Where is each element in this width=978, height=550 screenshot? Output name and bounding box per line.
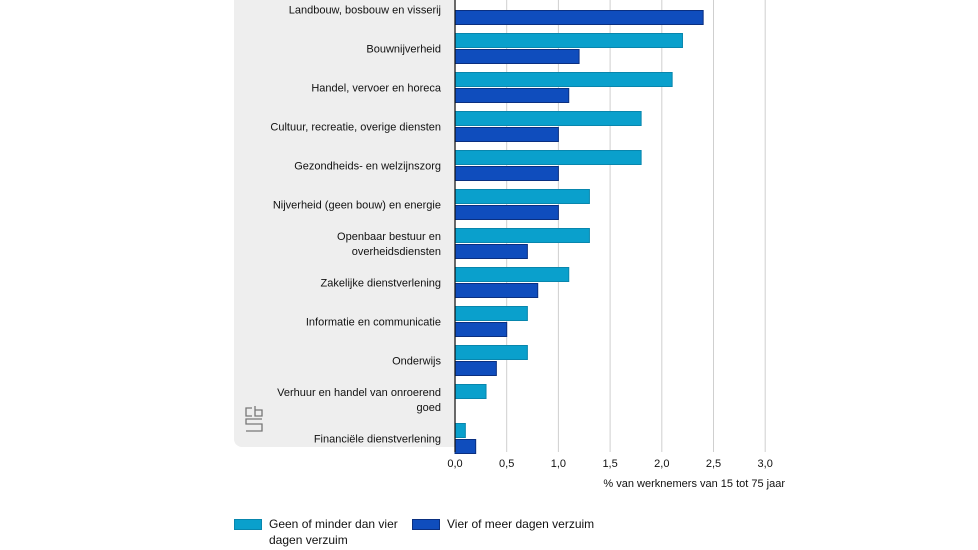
legend-item-light: Geen of minder dan vier dagen verzuim	[234, 516, 398, 548]
bar-light	[454, 423, 466, 438]
category-label: Handel, vervoer en horeca	[311, 83, 442, 95]
category-label: Informatie en communicatie	[306, 317, 441, 329]
legend-swatch-dark	[412, 519, 440, 530]
category-label: Nijverheid (geen bouw) en energie	[273, 200, 441, 212]
category-label: Verhuur en handel van onroerend goed	[277, 387, 441, 414]
bar-light	[454, 267, 570, 282]
x-tick-label: 1,5	[602, 458, 617, 470]
bar-dark	[454, 361, 497, 376]
cbs-logo-icon	[245, 406, 263, 432]
bar-dark	[454, 166, 559, 181]
legend-label-dark: Vier of meer dagen verzuim	[447, 517, 595, 531]
bar-dark	[454, 127, 559, 142]
category-label: Zakelijke dienstverlening	[321, 278, 441, 290]
bar-light	[454, 72, 673, 87]
bar-dark	[454, 439, 477, 454]
category-label: Gezondheids- en welzijnszorg	[294, 161, 441, 173]
bar-dark	[454, 244, 528, 259]
category-label: Onderwijs	[392, 356, 441, 368]
bar-dark	[454, 283, 539, 298]
category-label: Bouwnijverheid	[366, 44, 441, 56]
bar-light	[454, 189, 590, 204]
x-axis-label: % van werknemers van 15 tot 75 jaar	[603, 478, 785, 490]
category-label: Landbouw, bosbouw en visserij	[289, 5, 441, 17]
bar-dark	[454, 205, 559, 220]
bar-dark	[454, 322, 508, 337]
legend-item-dark: Vier of meer dagen verzuim	[412, 516, 594, 532]
bar-light	[454, 111, 642, 126]
bar-light	[454, 228, 590, 243]
bar-light	[454, 33, 683, 48]
legend-swatch-light	[234, 519, 262, 530]
bar-light	[454, 150, 642, 165]
bar-light	[454, 306, 528, 321]
x-tick-label: 2,0	[654, 458, 669, 470]
x-tick-label: 0,0	[447, 458, 462, 470]
x-tick-label: 1,0	[551, 458, 566, 470]
category-label: Financiële dienstverlening	[314, 434, 441, 446]
bar-dark	[454, 49, 580, 64]
x-tick-label: 0,5	[499, 458, 514, 470]
category-panel	[234, 0, 456, 447]
legend-label-light-2: dagen verzuim	[269, 533, 348, 547]
bar-light	[454, 384, 487, 399]
bar-dark	[454, 10, 704, 25]
x-tick-label: 3,0	[758, 458, 773, 470]
category-label: Openbaar bestuur en overheidsdiensten	[337, 231, 441, 258]
x-tick-label: 2,5	[706, 458, 721, 470]
legend-label-light-1: Geen of minder dan vier	[269, 517, 398, 531]
bar-dark	[454, 88, 570, 103]
bar-chart: Landbouw, bosbouw en visserij Bouwnijverh…	[270, 0, 785, 490]
bar-light	[454, 345, 528, 360]
category-label: Cultuur, recreatie, overige diensten	[270, 122, 441, 134]
